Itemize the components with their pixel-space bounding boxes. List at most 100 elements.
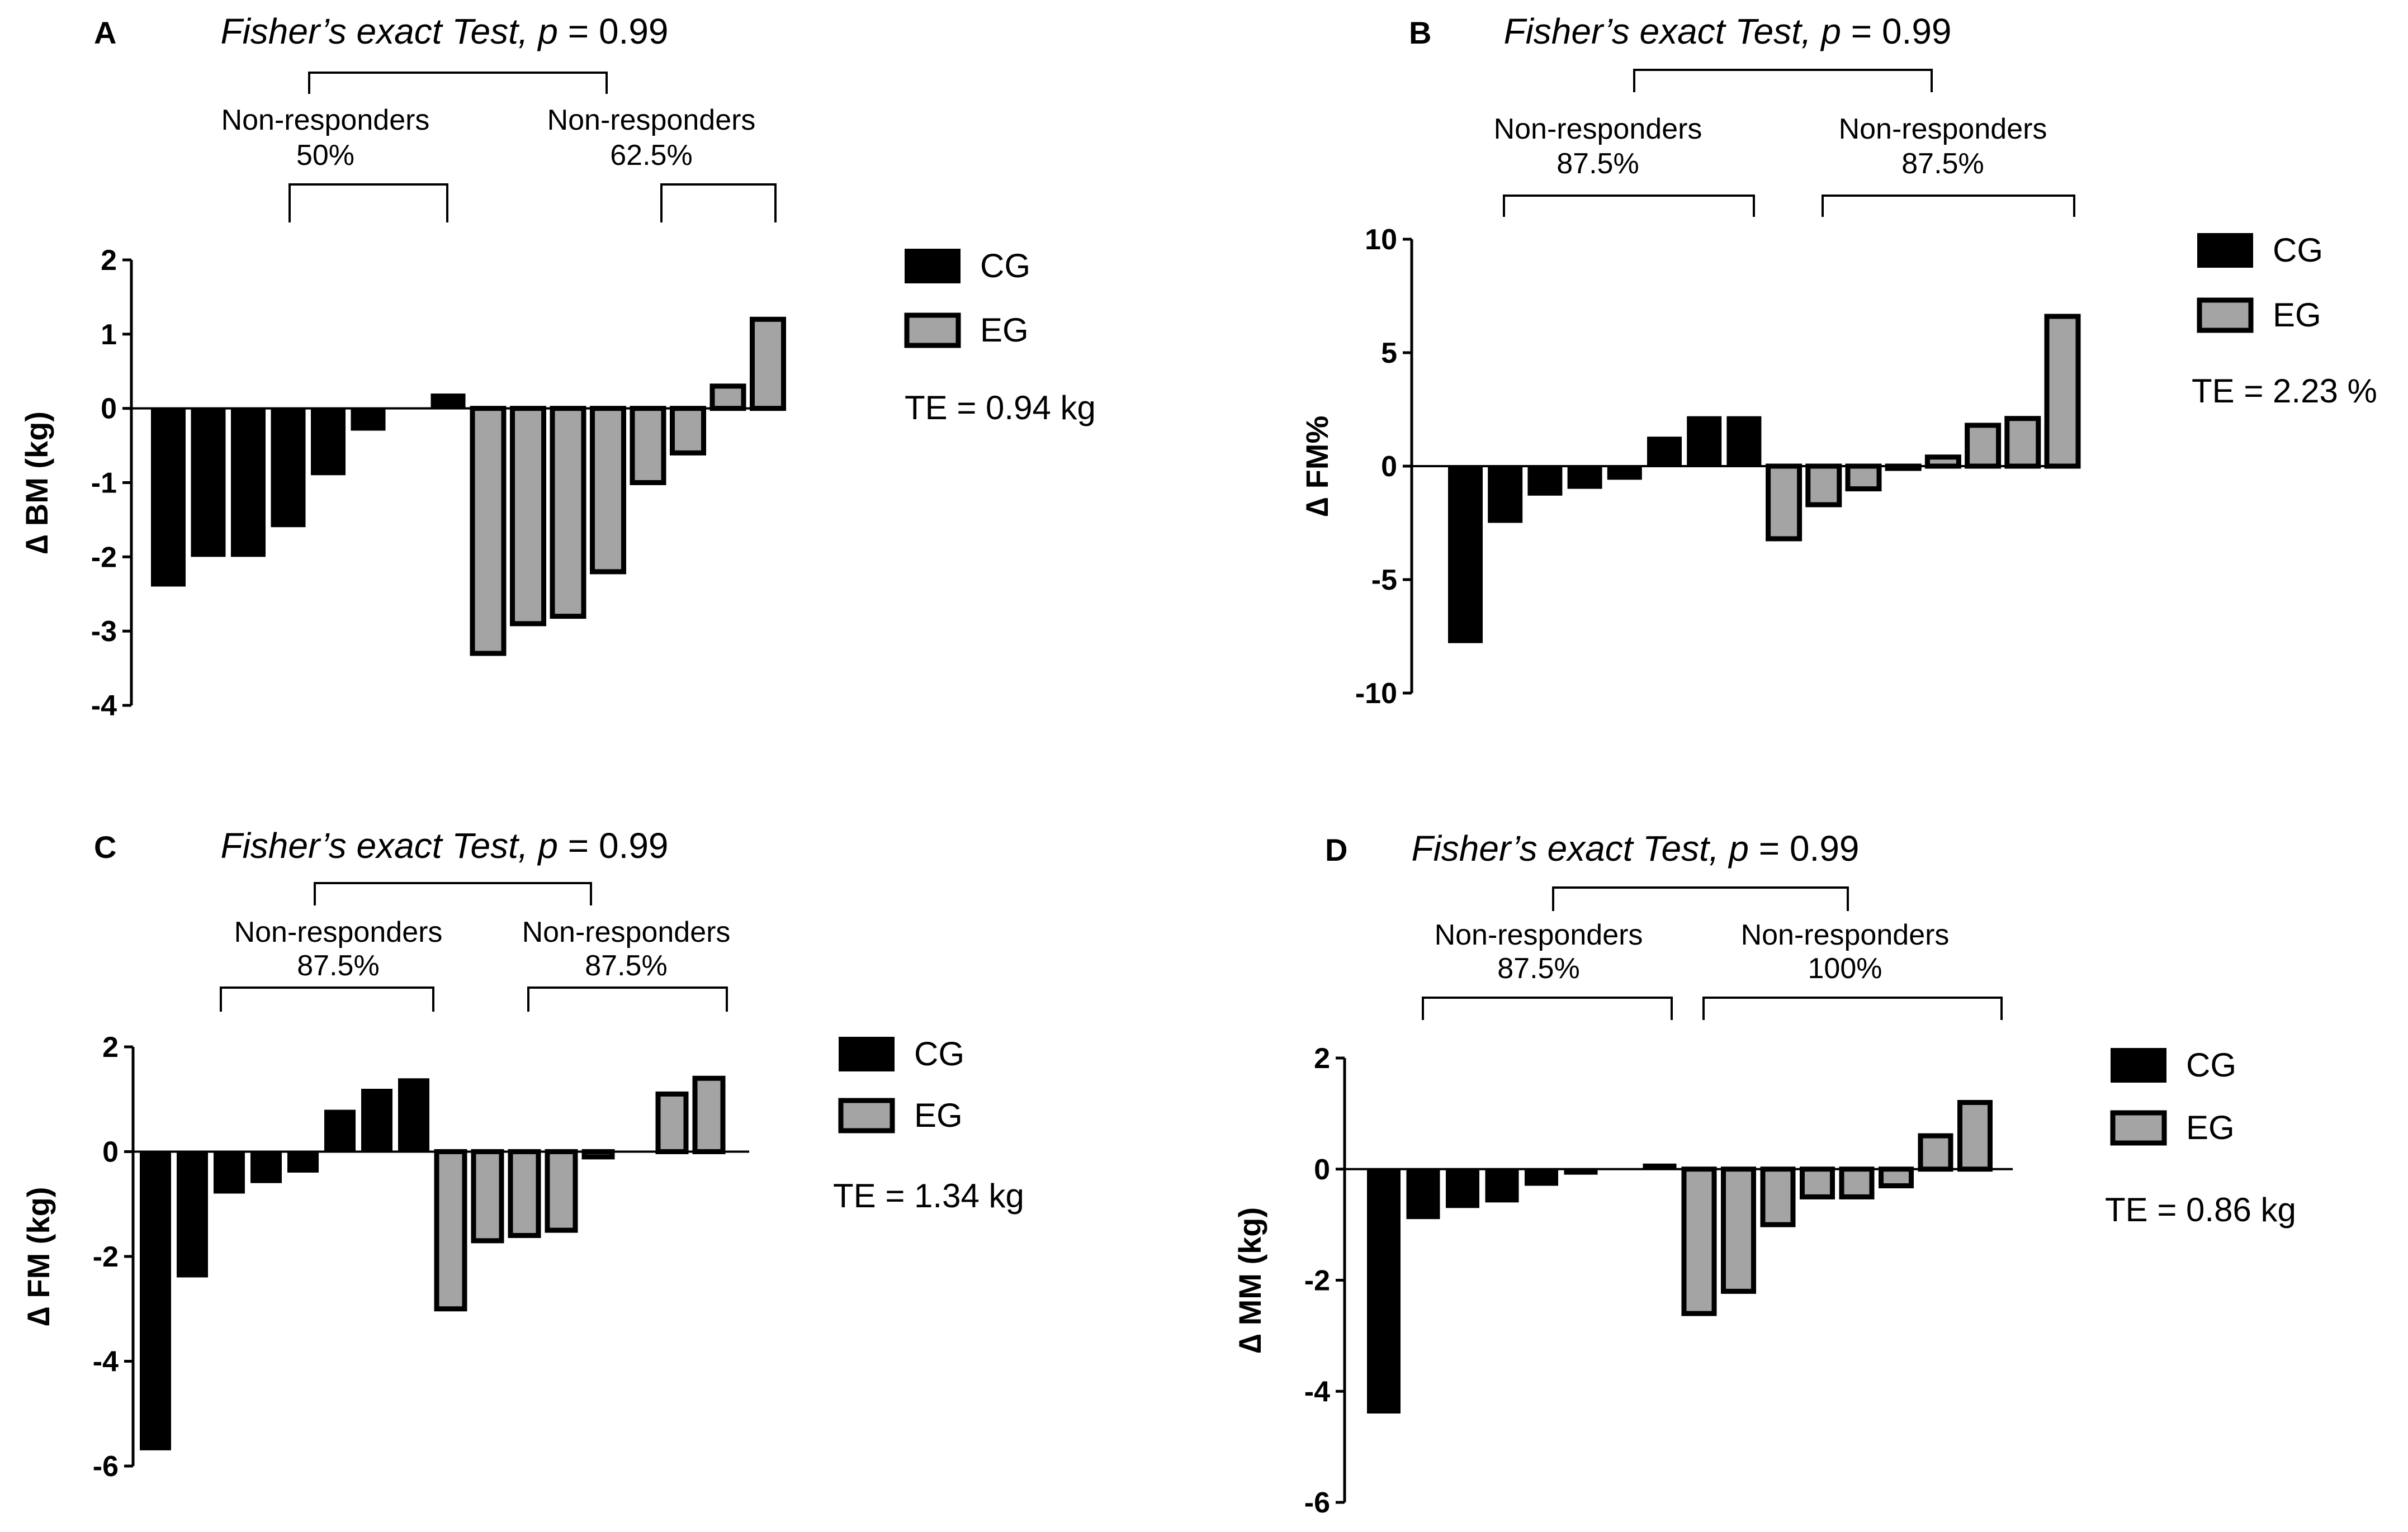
eg-nonresponder-percent: 87.5% xyxy=(1901,148,1984,180)
eg-bar xyxy=(545,1149,578,1233)
eg-bar xyxy=(2044,314,2081,469)
eg-bar xyxy=(1965,423,2002,469)
cg-bar xyxy=(1485,1169,1519,1203)
eg-bar xyxy=(1885,463,1922,471)
y-tick-label: -2 xyxy=(1304,1265,1330,1297)
y-tick-label: 10 xyxy=(1365,224,1397,256)
y-tick-label: -4 xyxy=(1304,1376,1330,1408)
cg-bar xyxy=(1367,1169,1401,1414)
cg-bar xyxy=(1406,1169,1440,1220)
y-tick-label: 2 xyxy=(101,244,117,277)
eg-bar xyxy=(1760,1166,1796,1227)
eg-bar xyxy=(670,406,706,456)
cg-nonresponder-percent: 87.5% xyxy=(297,950,379,982)
cg-nonresponder-label: Non-responders xyxy=(234,916,443,948)
y-tick-label: 0 xyxy=(102,1136,119,1169)
cg-nonresponder-percent: 87.5% xyxy=(1497,952,1579,985)
legend-eg-swatch xyxy=(2197,297,2254,333)
legend-eg-swatch xyxy=(2110,1110,2167,1146)
fisher-test-name: Fisher’s exact Test, xyxy=(220,11,538,51)
fisher-test-title: Fisher’s exact Test, p = 0.99 xyxy=(1503,11,1951,51)
y-axis-label: ∆ BM (kg) xyxy=(19,411,54,554)
cg-nonresponder-bracket xyxy=(1422,997,1673,1020)
te-annotation: TE = 2.23 % xyxy=(2192,372,2377,410)
y-tick-label: -10 xyxy=(1355,677,1397,710)
cg-bar xyxy=(1446,1169,1479,1208)
eg-bar xyxy=(630,406,666,486)
y-tick-label: 1 xyxy=(101,319,117,351)
te-annotation: TE = 1.34 kg xyxy=(833,1177,1024,1215)
fisher-p-symbol: p xyxy=(537,826,558,866)
eg-bar xyxy=(655,1091,689,1154)
eg-bar xyxy=(1681,1166,1717,1316)
legend-eg-swatch xyxy=(904,312,961,348)
panel-label: A xyxy=(94,15,116,50)
cg-bar xyxy=(1567,466,1602,489)
fisher-p-value: = 0.99 xyxy=(1841,11,1952,51)
cg-bar xyxy=(398,1078,429,1152)
legend-cg-label: CG xyxy=(2273,231,2323,269)
y-tick-label: 0 xyxy=(1314,1154,1330,1186)
y-tick-label: 2 xyxy=(1314,1042,1330,1075)
y-tick-label: -4 xyxy=(93,1346,119,1378)
y-tick-label: 5 xyxy=(1381,337,1397,369)
eg-bar xyxy=(550,406,586,619)
cg-bar xyxy=(311,408,346,476)
fisher-p-value: = 0.99 xyxy=(558,11,669,51)
cg-nonresponder-bracket xyxy=(1503,195,1755,217)
cg-bar xyxy=(1527,466,1563,496)
cg-bar xyxy=(1643,1163,1677,1169)
cg-nonresponder-percent: 87.5% xyxy=(1557,148,1639,180)
cg-bar xyxy=(191,408,226,557)
eg-nonresponder-label: Non-responders xyxy=(1741,919,1950,951)
eg-bar xyxy=(1845,463,1882,492)
te-annotation: TE = 0.94 kg xyxy=(905,389,1096,426)
y-tick-label: -6 xyxy=(93,1450,119,1483)
eg-nonresponder-label: Non-responders xyxy=(1839,113,2047,145)
eg-bar xyxy=(692,1075,726,1154)
cg-bar xyxy=(1525,1169,1558,1186)
eg-nonresponder-bracket xyxy=(660,183,777,222)
cg-bar xyxy=(151,408,186,587)
cg-bar xyxy=(140,1151,171,1450)
eg-nonresponder-bracket xyxy=(1822,195,2075,217)
legend-cg-label: CG xyxy=(914,1035,964,1073)
y-tick-label: -4 xyxy=(91,690,117,722)
cg-nonresponder-label: Non-responders xyxy=(221,104,430,136)
eg-bar xyxy=(434,1149,467,1312)
fisher-test-name: Fisher’s exact Test, xyxy=(1503,11,1821,51)
y-tick-label: 0 xyxy=(101,393,117,425)
y-tick-label: 0 xyxy=(1381,450,1397,483)
eg-nonresponder-label: Non-responders xyxy=(547,104,756,136)
comparison-bracket xyxy=(308,72,608,94)
panel-d: D Fisher’s exact Test, p = 0.99 Non-respon… xyxy=(1232,828,2296,1519)
legend-eg-label: EG xyxy=(2186,1109,2235,1146)
y-tick-label: -6 xyxy=(1304,1487,1330,1519)
fisher-test-title: Fisher’s exact Test, p = 0.99 xyxy=(220,11,668,51)
cg-bar xyxy=(1726,416,1762,466)
fisher-p-symbol: p xyxy=(1820,11,1841,51)
cg-nonresponder-percent: 50% xyxy=(296,139,354,172)
comparison-bracket xyxy=(314,882,592,905)
comparison-bracket xyxy=(1552,886,1849,911)
cg-bar xyxy=(351,408,386,431)
cg-bar xyxy=(177,1151,208,1278)
cg-bar xyxy=(361,1089,392,1152)
cg-bar xyxy=(250,1151,282,1183)
legend-cg-label: CG xyxy=(2186,1046,2236,1084)
fisher-p-value: = 0.99 xyxy=(1749,828,1860,869)
eg-bar xyxy=(470,406,507,656)
eg-bar xyxy=(1766,463,1803,542)
legend-eg-label: EG xyxy=(980,311,1029,349)
legend-cg-swatch xyxy=(2111,1048,2166,1083)
cg-bar xyxy=(1687,416,1722,466)
eg-bar xyxy=(1721,1166,1756,1294)
cg-bar xyxy=(1564,1169,1598,1175)
cg-bar xyxy=(1647,437,1682,466)
legend-eg-label: EG xyxy=(914,1097,963,1134)
eg-bar xyxy=(750,316,786,411)
fisher-test-name: Fisher’s exact Test, xyxy=(220,826,538,866)
cg-bar xyxy=(1607,466,1642,480)
cg-nonresponder-bracket xyxy=(220,986,434,1012)
